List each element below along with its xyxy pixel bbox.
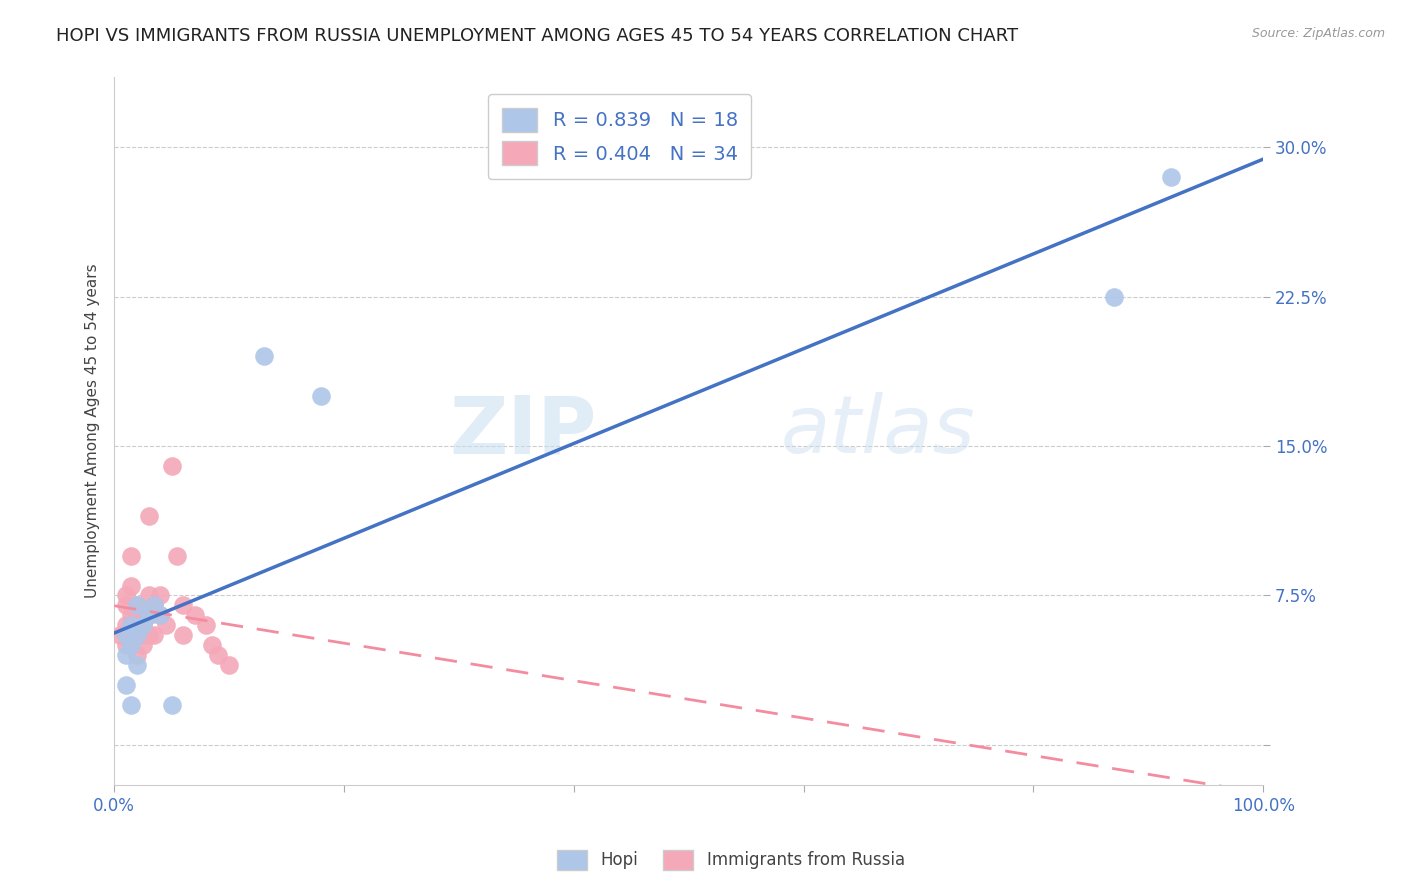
Point [120, 549, 142, 563]
Point [143, 628, 166, 642]
Point [138, 508, 160, 523]
Point [127, 599, 149, 613]
Point [155, 618, 177, 632]
Point [132, 618, 155, 632]
Point [252, 350, 274, 364]
Point [114, 638, 136, 652]
Point [132, 618, 155, 632]
Point [114, 589, 136, 603]
Point [149, 589, 172, 603]
Point [172, 628, 194, 642]
Point [120, 628, 142, 642]
Point [138, 608, 160, 623]
Point [195, 618, 218, 632]
Point [114, 628, 136, 642]
Point [172, 599, 194, 613]
Point [132, 638, 155, 652]
Point [160, 458, 183, 473]
Point [218, 658, 240, 673]
Point [108, 628, 131, 642]
Point [127, 599, 149, 613]
Text: ZIP: ZIP [450, 392, 596, 470]
Point [160, 698, 183, 712]
Point [120, 578, 142, 592]
Point [166, 549, 188, 563]
Legend: Hopi, Immigrants from Russia: Hopi, Immigrants from Russia [551, 843, 911, 877]
Point [183, 608, 205, 623]
Point [120, 698, 142, 712]
Point [138, 589, 160, 603]
Y-axis label: Unemployment Among Ages 45 to 54 years: Unemployment Among Ages 45 to 54 years [86, 264, 100, 599]
Point [138, 628, 160, 642]
Point [120, 618, 142, 632]
Legend: R = 0.839   N = 18, R = 0.404   N = 34: R = 0.839 N = 18, R = 0.404 N = 34 [488, 95, 751, 178]
Text: atlas: atlas [780, 392, 976, 470]
Point [114, 648, 136, 663]
Point [114, 618, 136, 632]
Point [127, 628, 149, 642]
Point [309, 389, 332, 403]
Point [1160, 169, 1182, 184]
Point [132, 628, 155, 642]
Point [201, 638, 224, 652]
Point [1102, 290, 1125, 304]
Point [120, 608, 142, 623]
Point [114, 678, 136, 692]
Point [143, 599, 166, 613]
Point [138, 608, 160, 623]
Point [127, 648, 149, 663]
Point [207, 648, 229, 663]
Point [127, 658, 149, 673]
Point [127, 608, 149, 623]
Point [143, 599, 166, 613]
Text: Source: ZipAtlas.com: Source: ZipAtlas.com [1251, 27, 1385, 40]
Point [149, 608, 172, 623]
Text: HOPI VS IMMIGRANTS FROM RUSSIA UNEMPLOYMENT AMONG AGES 45 TO 54 YEARS CORRELATIO: HOPI VS IMMIGRANTS FROM RUSSIA UNEMPLOYM… [56, 27, 1018, 45]
Point [120, 638, 142, 652]
Point [127, 628, 149, 642]
Point [149, 608, 172, 623]
Point [114, 599, 136, 613]
